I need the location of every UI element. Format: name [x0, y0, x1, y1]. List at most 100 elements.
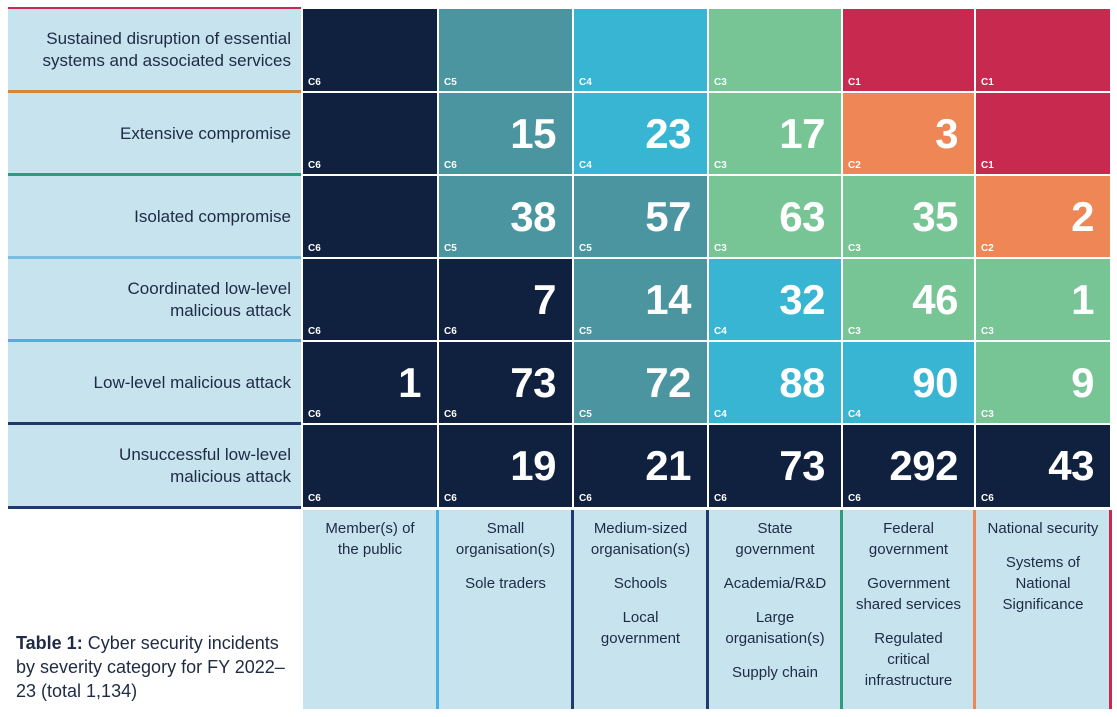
row-label-text: Sustained disruption of essential systems…	[43, 28, 292, 72]
cell-severity-code: C5	[444, 243, 457, 254]
matrix-cell: 19 C6	[439, 425, 572, 507]
matrix-cell: C4	[574, 9, 707, 91]
cell-value: 73	[779, 442, 825, 489]
cell-severity-code: C4	[579, 160, 592, 171]
row-divider	[8, 7, 301, 9]
column-label-line: Medium-sized	[593, 520, 688, 537]
cell-severity-code: C3	[848, 243, 861, 254]
cell-value: 7	[533, 275, 556, 323]
cell-severity-code: C3	[981, 409, 994, 420]
cell-severity-code: C6	[848, 493, 861, 504]
cell-severity-code: C6	[579, 493, 592, 504]
column-label-line: Large	[755, 609, 795, 626]
cell-value: 88	[779, 358, 825, 406]
column-label-group: Regulated critical infrastructure	[843, 628, 974, 691]
column-label-line: the public	[337, 541, 403, 558]
matrix-cell: 88 C4	[709, 342, 841, 423]
cell-severity-code: C3	[848, 326, 861, 337]
column-label-group: Systems of National Significance	[976, 552, 1110, 615]
row-label: Isolated compromise	[8, 176, 301, 257]
row-label-line: Extensive compromise	[119, 123, 291, 143]
cell-value: 292	[889, 442, 958, 489]
row-label-text: Isolated compromise	[134, 206, 291, 228]
cell-severity-code: C3	[714, 160, 727, 171]
cell-severity-code: C6	[308, 326, 321, 337]
column-label-line: shared services	[855, 596, 962, 613]
matrix-cell: 90 C4	[843, 342, 974, 423]
cell-severity-code: C6	[714, 493, 727, 504]
column-label-line: organisation(s)	[725, 630, 825, 647]
row-label-line: Low-level malicious attack	[93, 372, 291, 392]
matrix-cell: 35 C3	[843, 176, 974, 257]
column-label: State government Academia/R&D Large organisa…	[709, 510, 841, 709]
matrix-cell: C1	[976, 93, 1110, 174]
cell-value: 63	[779, 192, 825, 240]
cell-value: 14	[645, 275, 691, 323]
row-label-line: malicious attack	[170, 467, 291, 486]
column-label-group: State government	[709, 518, 841, 560]
matrix-cell: 15 C6	[439, 93, 572, 174]
column-divider	[973, 510, 976, 709]
matrix-cell: 3 C2	[843, 93, 974, 174]
matrix-cell: C5	[439, 9, 572, 91]
row-label-text: Low-level malicious attack	[94, 372, 291, 394]
cell-severity-code: C5	[444, 77, 457, 88]
row-label-text: Coordinated low-level malicious attack	[128, 278, 291, 322]
row-label-line: Coordinated low-level	[127, 278, 291, 298]
cell-value: 38	[510, 192, 556, 240]
cell-value: 17	[779, 109, 825, 157]
cell-value: 90	[912, 358, 958, 406]
column-label-group: Federal government	[843, 518, 974, 560]
cell-severity-code: C5	[579, 243, 592, 254]
cell-value: 2	[1071, 192, 1094, 240]
cell-value: 1	[1071, 275, 1094, 323]
row-label-text: Extensive compromise	[120, 123, 291, 145]
cell-severity-code: C2	[981, 243, 994, 254]
matrix-cell: 9 C3	[976, 342, 1110, 423]
cell-severity-code: C6	[308, 243, 321, 254]
column-divider	[706, 510, 709, 709]
table-caption: Table 1: Cyber security incidents by sev…	[16, 631, 301, 703]
cell-severity-code: C6	[981, 493, 994, 504]
column-label-line: National security	[987, 520, 1099, 537]
matrix-cell: 2 C2	[976, 176, 1110, 257]
matrix-cell: 17 C3	[709, 93, 841, 174]
row-label: Sustained disruption of essential systems…	[8, 9, 301, 91]
column-label-group: Small organisation(s)	[439, 518, 572, 560]
column-label-line: Sole traders	[465, 575, 546, 592]
matrix-cell: 72 C5	[574, 342, 707, 423]
column-label: Federal government Government shared servic…	[843, 510, 974, 709]
cell-severity-code: C2	[848, 160, 861, 171]
cell-severity-code: C4	[848, 409, 861, 420]
column-label: Medium-sized organisation(s) Schools Local g…	[574, 510, 707, 709]
column-label: Member(s) of the public	[303, 510, 437, 709]
column-label-line: organisation(s)	[590, 541, 691, 558]
row-label: Unsuccessful low-level malicious attack	[8, 425, 301, 507]
cell-severity-code: C1	[848, 77, 861, 88]
matrix-cell: 73 C6	[709, 425, 841, 507]
row-divider	[8, 422, 301, 425]
matrix-cell: 292 C6	[843, 425, 974, 507]
row-divider	[8, 90, 301, 93]
cell-severity-code: C4	[579, 77, 592, 88]
matrix-cell: C6	[303, 176, 437, 257]
column-label-group: Large organisation(s)	[709, 607, 841, 649]
caption-text: Cyber security incidents by severity cat…	[16, 633, 285, 701]
row-label: Low-level malicious attack	[8, 342, 301, 423]
cell-severity-code: C6	[444, 409, 457, 420]
cell-severity-code: C6	[444, 326, 457, 337]
matrix-cell: 73 C6	[439, 342, 572, 423]
matrix-cell: C6	[303, 9, 437, 91]
column-label-line: National	[1015, 575, 1071, 592]
matrix-cell: 23 C4	[574, 93, 707, 174]
matrix-cell: 63 C3	[709, 176, 841, 257]
caption-label: Table 1:	[16, 633, 83, 653]
matrix-cell: 38 C5	[439, 176, 572, 257]
row-label-line: malicious attack	[170, 300, 291, 320]
row-divider	[8, 506, 301, 509]
matrix-cell: 1 C3	[976, 259, 1110, 340]
matrix-cell: 32 C4	[709, 259, 841, 340]
column-label: Small organisation(s) Sole traders	[439, 510, 572, 709]
row-label-line: Unsuccessful low-level	[119, 445, 291, 464]
